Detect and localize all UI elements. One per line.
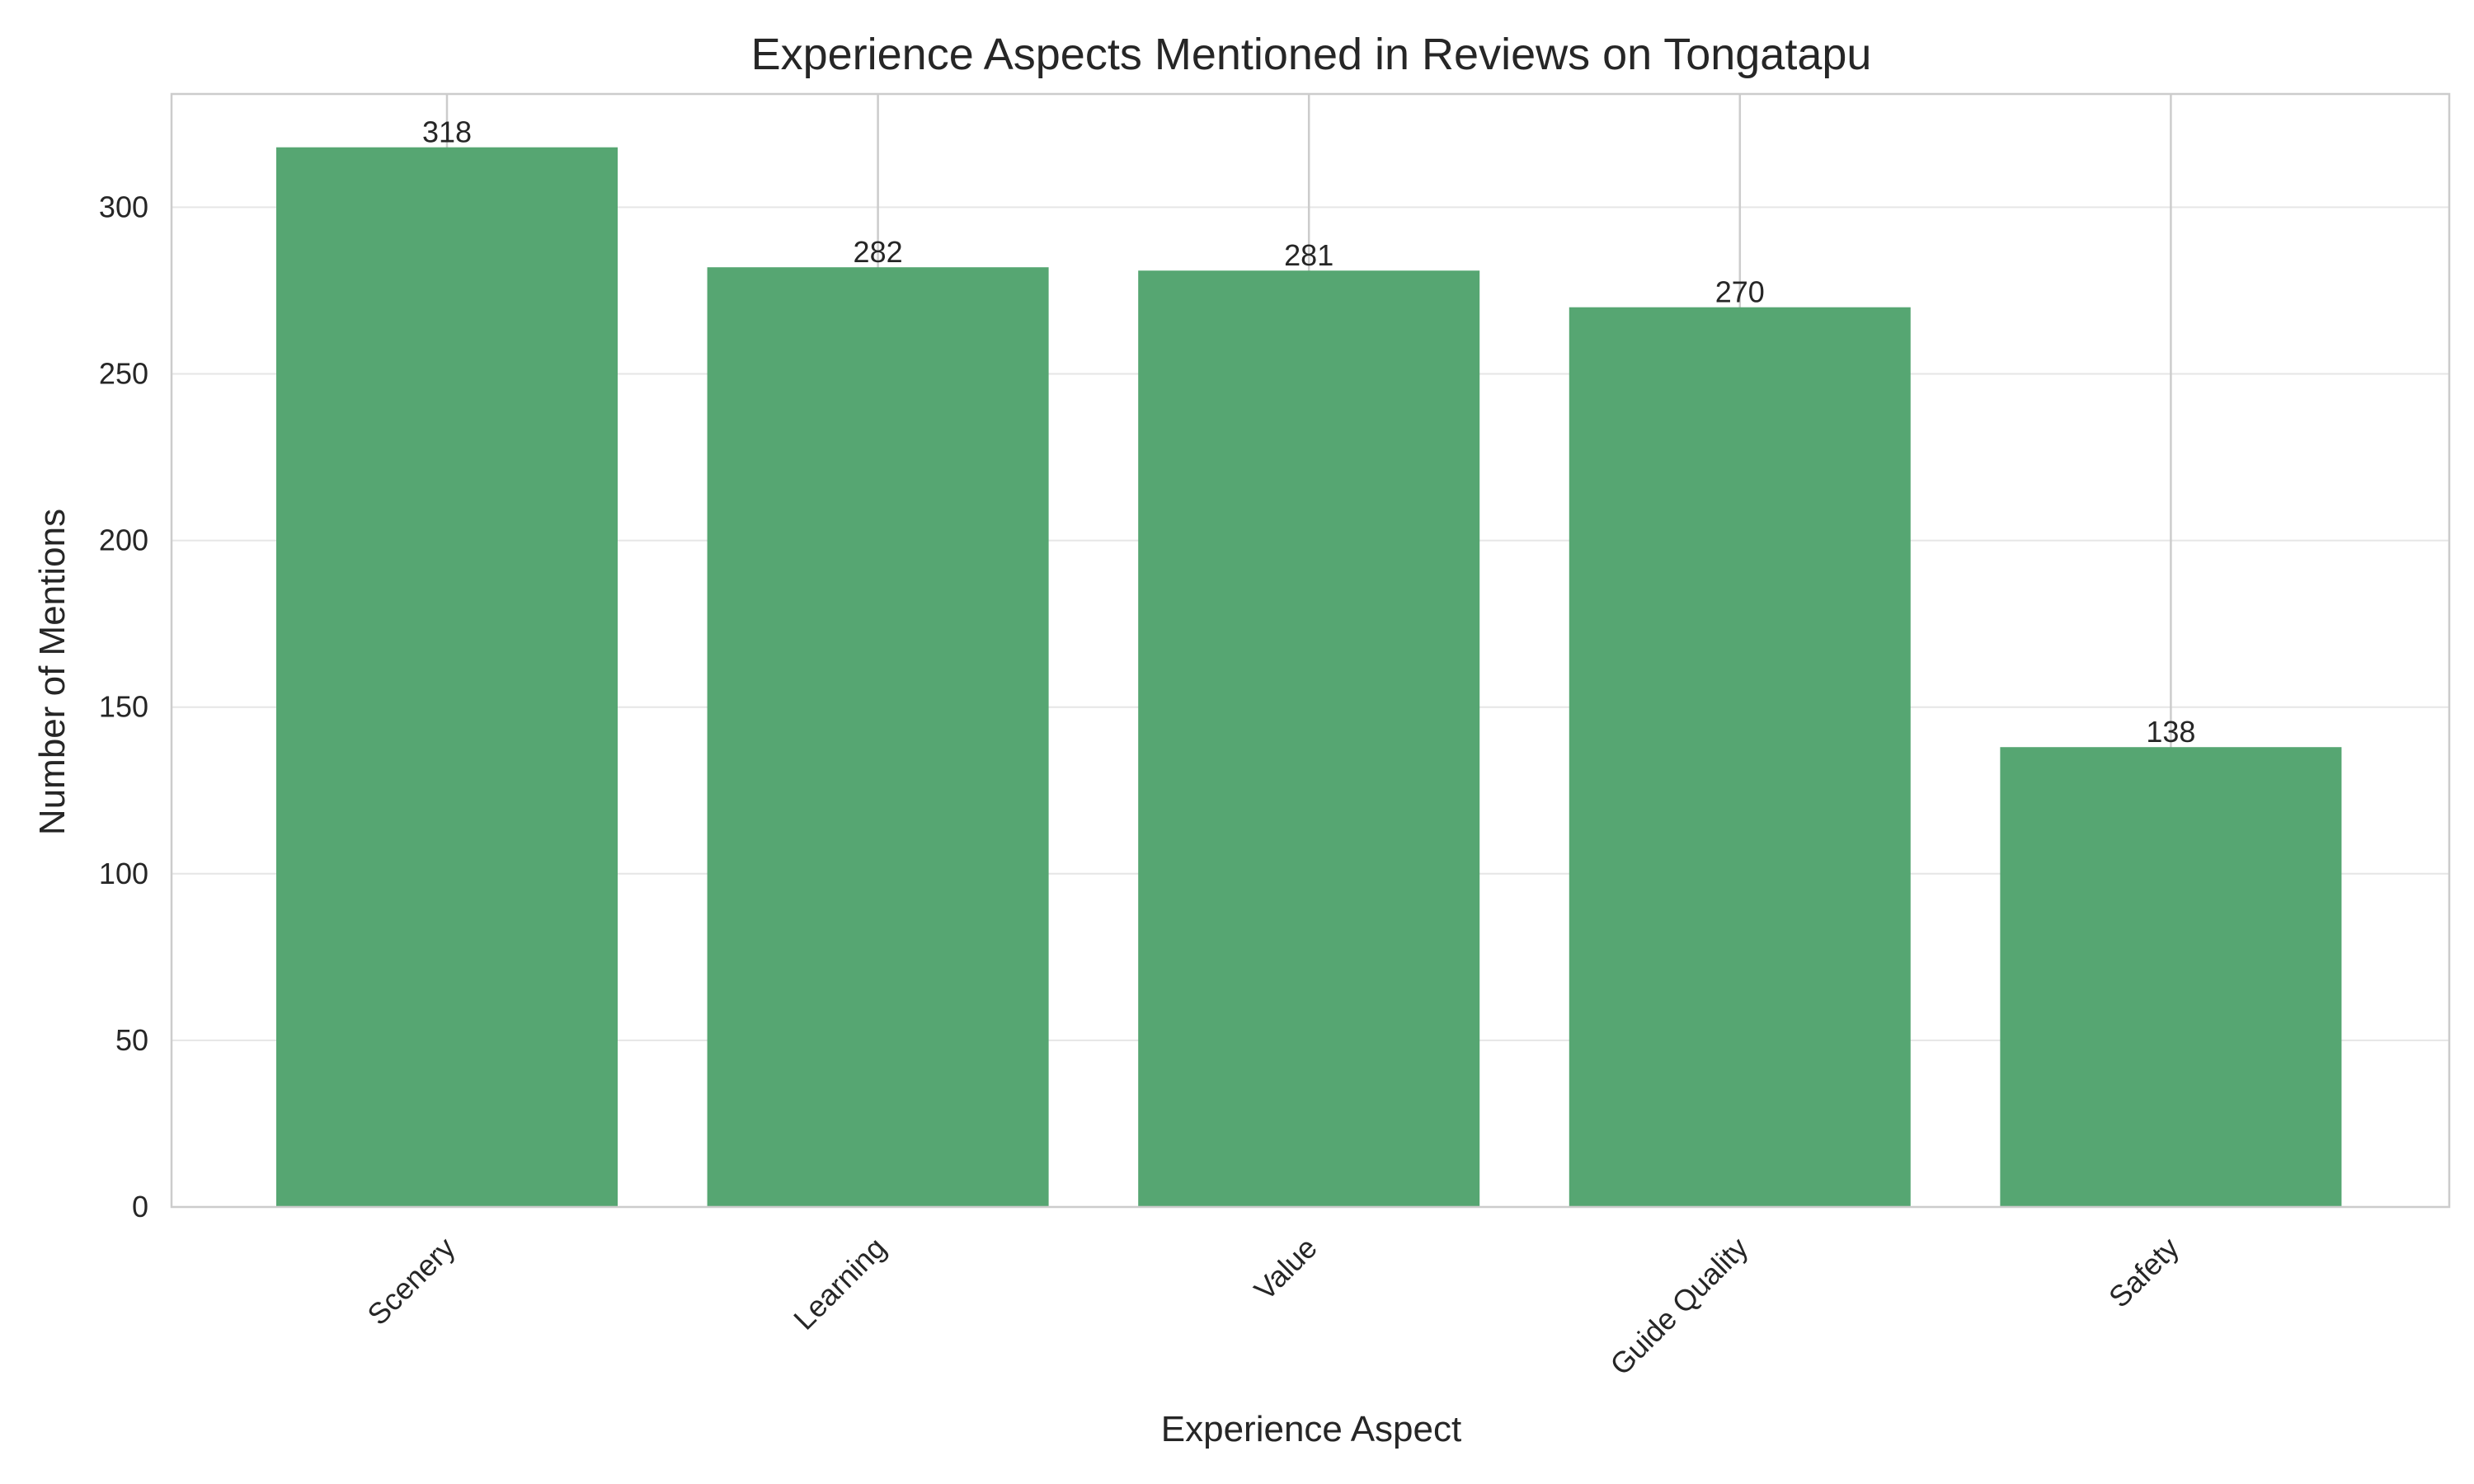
data-label: 138 bbox=[2146, 715, 2195, 749]
axes-frame bbox=[170, 92, 2451, 1209]
y-tick-label: 200 bbox=[99, 524, 148, 557]
y-axis-label: Number of Mentions bbox=[32, 509, 73, 835]
bar-scenery bbox=[276, 147, 618, 1207]
x-tick-label: Learning bbox=[787, 1231, 892, 1336]
chart-title: Experience Aspects Mentioned in Reviews … bbox=[751, 30, 1872, 79]
y-tick-label: 300 bbox=[99, 190, 148, 223]
x-tick-label: Guide Quality bbox=[1603, 1231, 1754, 1382]
data-label: 318 bbox=[422, 115, 472, 149]
y-tick-label: 250 bbox=[99, 357, 148, 391]
y-tick-label: 0 bbox=[132, 1190, 148, 1223]
y-tick-label: 100 bbox=[99, 857, 148, 890]
bar-learning bbox=[707, 267, 1049, 1207]
y-tick-label: 150 bbox=[99, 690, 148, 724]
x-tick-label: Scenery bbox=[360, 1231, 461, 1331]
data-label: 281 bbox=[1284, 238, 1333, 272]
x-axis-label: Experience Aspect bbox=[1161, 1409, 1461, 1449]
x-tick-label: Safety bbox=[2102, 1231, 2185, 1314]
x-tick-label: Value bbox=[1248, 1231, 1324, 1307]
data-label: 270 bbox=[1715, 275, 1765, 309]
bar-guide-quality bbox=[1569, 307, 1911, 1208]
bar-safety bbox=[2000, 747, 2342, 1207]
y-tick-label: 50 bbox=[115, 1023, 148, 1057]
bar-value bbox=[1138, 270, 1480, 1207]
data-label: 282 bbox=[854, 235, 903, 269]
